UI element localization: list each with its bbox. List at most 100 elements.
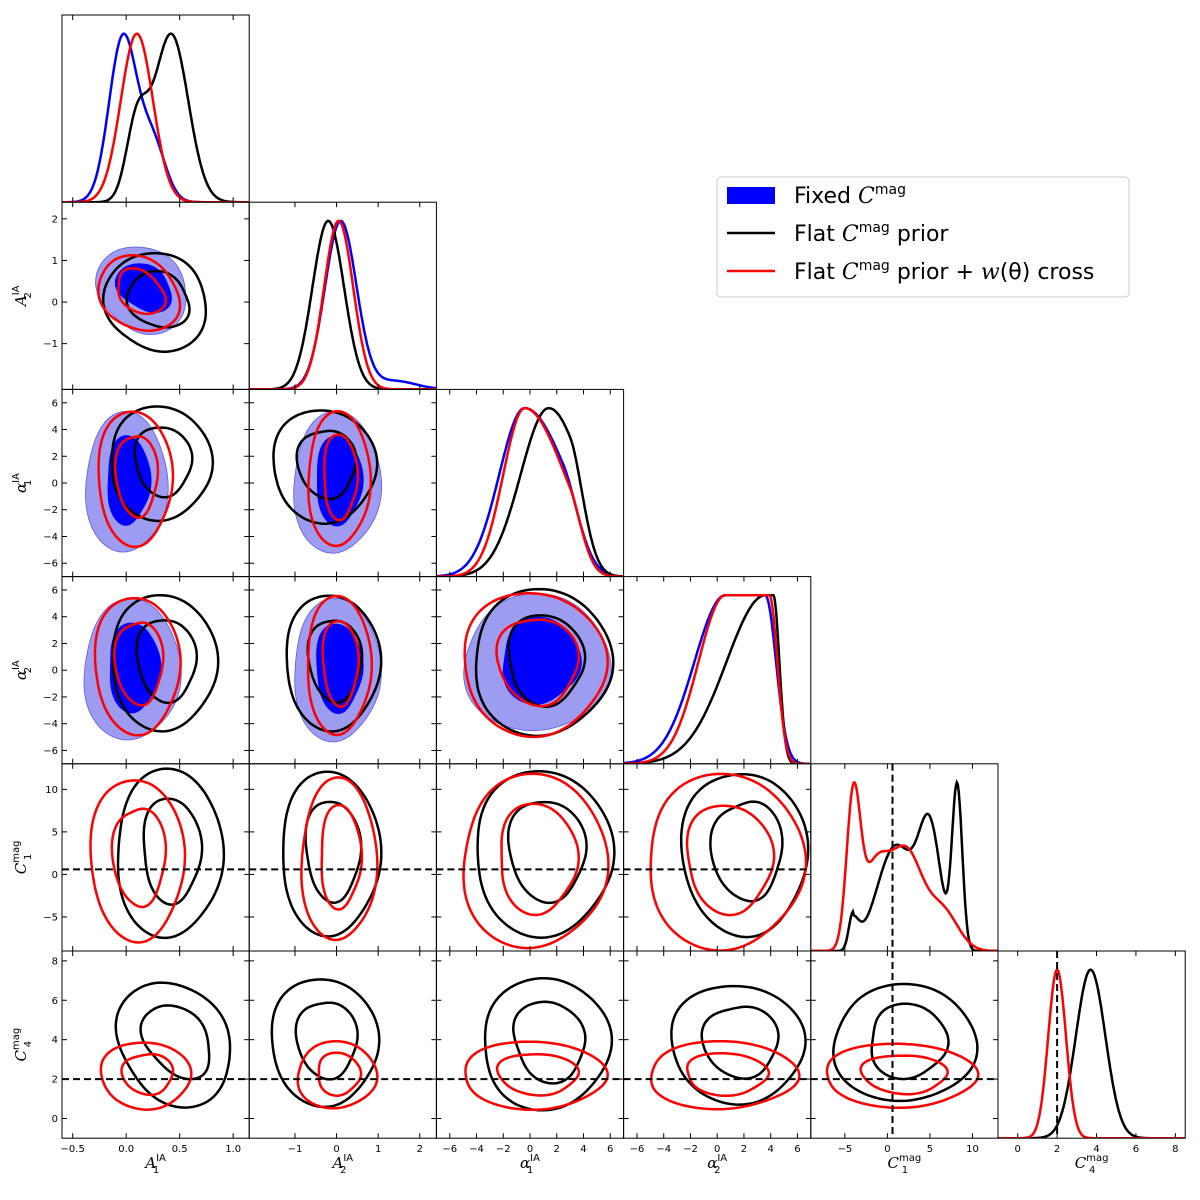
y-tick-label: 8: [52, 956, 58, 967]
y-tick-label: 6: [52, 996, 58, 1007]
y-axis-label-A2: AIA2: [11, 285, 34, 308]
y-tick-label: 6: [52, 585, 58, 596]
contour-68-cross: [112, 621, 165, 707]
contour-68-fixed: [114, 263, 172, 313]
contour-95-flat: [483, 976, 614, 1112]
y-tick-label: 0: [52, 479, 58, 490]
marginal-fixed-A1: [62, 32, 250, 203]
legend-label-1: Flat Cmag prior: [794, 220, 949, 247]
panel-frame: [61, 14, 250, 203]
contour-68-cross: [495, 1053, 581, 1097]
marginal-fixed-A2: [249, 219, 437, 390]
contour-95-flat: [116, 767, 226, 940]
contour-95-flat: [832, 982, 979, 1103]
marginal-cross-alpha2: [623, 594, 811, 764]
contour-95-flat: [476, 770, 616, 939]
x-axis-label-alpha1: αIA 1: [520, 1153, 540, 1176]
legend-swatch-fixed: [727, 187, 775, 204]
contour-95-cross: [97, 410, 175, 549]
x-tick-label: 4: [767, 1144, 773, 1155]
x-axis-label-A2: AIA 2: [330, 1153, 353, 1176]
contour-68-flat: [870, 1002, 950, 1081]
marginal-cross-C4: [998, 967, 1186, 1139]
panel-alpha1-vs-A1: −6 −4 −2 0 2 4 6: [43, 388, 250, 578]
contour-68-cross: [320, 803, 364, 911]
x-tick-label: −6: [630, 1144, 645, 1155]
contour-95-flat: [110, 405, 215, 523]
y-tick-label: −5: [43, 912, 58, 923]
panel-alpha1-vs-A2: [248, 388, 437, 578]
contour-68-cross: [685, 1052, 771, 1098]
contour-68-fixed: [107, 435, 152, 526]
panel-C4-vs-C1: −5 0 5 10: [810, 950, 999, 1155]
y-axis-label-C4: Cmag4: [11, 1028, 34, 1062]
contour-68-flat: [709, 800, 784, 903]
y-tick-label: 0: [52, 666, 58, 677]
marginal-flat-alpha1: [436, 406, 624, 577]
contour-95-cross: [464, 1040, 609, 1112]
panel-C1-vs-A2: [248, 763, 437, 952]
x-tick-label: 0.5: [172, 1144, 188, 1155]
contour-68-cross: [113, 435, 160, 519]
contour-95-flat: [679, 773, 810, 939]
contour-68-cross: [495, 618, 581, 708]
contour-68-flat: [133, 426, 194, 499]
contour-95-cross: [97, 254, 182, 332]
contour-95-cross: [306, 594, 374, 737]
y-tick-label: −2: [43, 505, 58, 516]
contour-68-flat: [139, 1004, 211, 1081]
contour-95-flat: [111, 593, 220, 733]
panel-A2-vs-A1: −1 0 1 2: [43, 201, 250, 390]
contour-68-flat: [506, 800, 588, 905]
contour-68-flat: [507, 614, 587, 708]
x-tick-label: 4: [1093, 1144, 1099, 1155]
y-tick-label: −6: [43, 559, 58, 570]
x-axis-label-C1: Cmag 1: [888, 1153, 922, 1176]
x-tick-label: −5: [837, 1144, 852, 1155]
y-axis-label-C1: Cmag1: [11, 841, 34, 875]
contour-68-cross: [859, 1054, 949, 1096]
marginal-cross-C1: [810, 781, 998, 951]
x-tick-label: −6: [442, 1144, 457, 1155]
marginal-flat-A2: [249, 219, 437, 390]
x-tick-label: 8: [1172, 1144, 1178, 1155]
x-tick-label: 4: [580, 1144, 586, 1155]
x-tick-label: 0.0: [118, 1144, 134, 1155]
panel-C1-vs-A1: −5 0 5 10: [43, 763, 250, 952]
x-tick-label: 0: [714, 1144, 720, 1155]
contour-68-flat: [135, 619, 199, 705]
x-tick-label: −4: [469, 1144, 484, 1155]
marginal-cross-alpha1: [436, 406, 624, 577]
panel-frame: [248, 763, 437, 952]
x-tick-label: 2: [741, 1144, 747, 1155]
x-axis-label-alpha2: αIA 2: [707, 1153, 727, 1176]
x-tick-label: 1: [375, 1144, 381, 1155]
panel-A1-vs-A1: [61, 14, 250, 203]
panel-frame: [435, 388, 625, 578]
x-tick-label: 2: [1054, 1144, 1060, 1155]
panel-C4-vs-A2: −1 0 1 2: [248, 950, 437, 1155]
contour-68-cross: [500, 802, 581, 917]
x-tick-label: 0: [527, 1144, 533, 1155]
panel-frame: [248, 950, 437, 1139]
x-tick-label: 5: [927, 1144, 933, 1155]
y-tick-label: 10: [45, 785, 58, 796]
contour-95-cross: [649, 772, 808, 951]
panel-alpha2-vs-alpha1: [435, 576, 625, 765]
contour-68-fixed: [502, 616, 582, 705]
panel-C4-vs-alpha1: −6 −4 −2 0 2 4 6: [435, 950, 625, 1155]
contour-68-cross: [323, 433, 360, 522]
contour-95-flat: [270, 978, 381, 1109]
contour-68-flat: [142, 797, 204, 906]
contour-95-cross: [462, 772, 610, 950]
contour-68-cross: [317, 1051, 363, 1097]
marginal-fixed-alpha2: [623, 594, 811, 764]
contour-95-cross: [463, 592, 609, 739]
marginal-flat-alpha2: [623, 594, 811, 764]
y-tick-label: −4: [43, 532, 58, 543]
y-tick-label: 5: [52, 827, 58, 838]
x-tick-label: 10: [966, 1144, 979, 1155]
contour-95-cross: [89, 779, 187, 944]
y-axis-label-alpha1: αIA1: [11, 473, 34, 493]
